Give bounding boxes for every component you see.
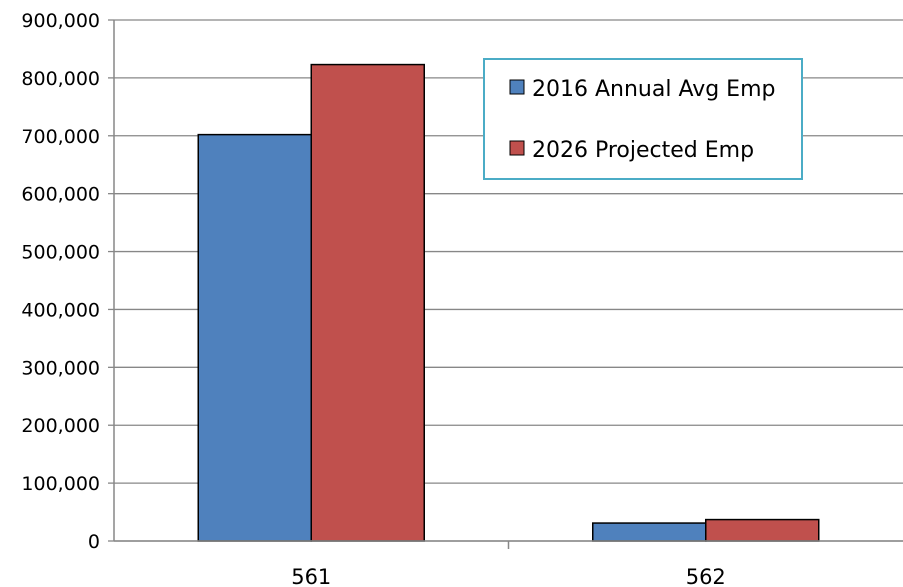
legend: 2016 Annual Avg Emp 2026 Projected Emp: [483, 58, 803, 180]
y-tick-label: 200,000: [21, 415, 100, 437]
y-tick-label: 100,000: [21, 473, 100, 495]
x-axis-categories: 561 562: [291, 565, 726, 587]
y-tick-label: 0: [88, 531, 100, 553]
x-category-label-562: 562: [686, 565, 726, 587]
bars: [197, 63, 820, 542]
x-category-label-561: 561: [291, 565, 331, 587]
axes: [113, 20, 903, 549]
y-tick-label: 300,000: [21, 357, 100, 379]
y-tick-label: 900,000: [21, 10, 100, 32]
y-tick-label: 500,000: [21, 242, 100, 264]
y-tick-label: 600,000: [21, 184, 100, 206]
y-tick-label: 800,000: [21, 68, 100, 90]
legend-label-2026-projected-emp: 2026 Projected Emp: [532, 138, 754, 163]
legend-swatch-2016-annual-avg-emp: [509, 79, 525, 95]
bar-562-series-1: [705, 518, 820, 542]
bar-561-series-1: [310, 63, 425, 542]
bar-562-series-0: [592, 522, 707, 542]
legend-box: [483, 58, 803, 180]
y-tick-label: 400,000: [21, 299, 100, 321]
y-tick-label: 700,000: [21, 126, 100, 148]
legend-swatch-2026-projected-emp: [509, 140, 525, 156]
legend-label-2016-annual-avg-emp: 2016 Annual Avg Emp: [532, 77, 775, 102]
bar-561-series-0: [197, 133, 312, 542]
y-axis-ticks: 0 100,000 200,000 300,000 400,000 500,000 600,…: [21, 10, 114, 553]
